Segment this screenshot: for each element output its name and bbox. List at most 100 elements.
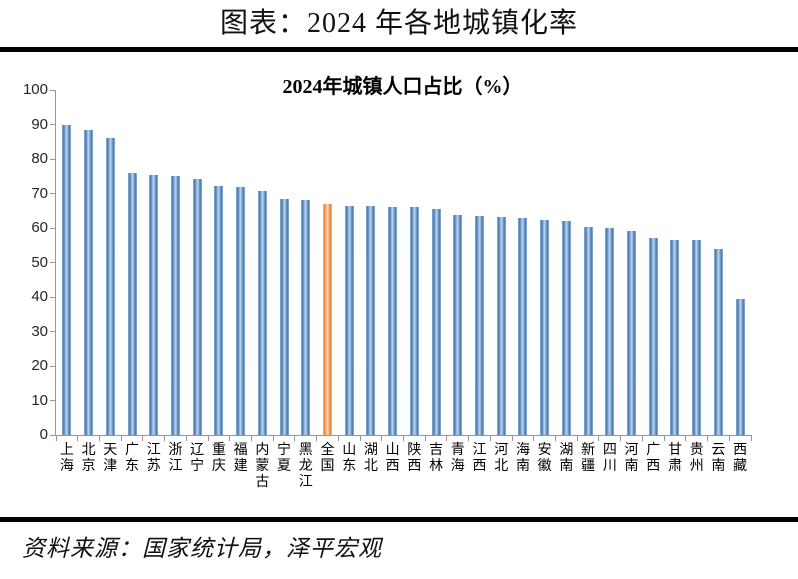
y-axis-tick-label: 10 [31, 391, 48, 409]
x-axis-tick [359, 435, 361, 441]
y-axis-tick [50, 193, 56, 194]
bar [475, 216, 485, 435]
x-axis-tick [381, 435, 383, 441]
x-axis-label: 湖 北 [363, 443, 378, 474]
x-axis-label: 江 苏 [146, 443, 161, 474]
y-axis-tick [50, 331, 56, 332]
y-axis-tick-label: 30 [31, 322, 48, 340]
bar [127, 172, 137, 435]
x-axis-label: 湖 南 [559, 443, 574, 474]
x-axis-tick [555, 435, 557, 441]
bar [170, 175, 180, 435]
x-axis-tick [446, 435, 448, 441]
x-axis-tick [533, 435, 535, 441]
bar-national-highlight [322, 203, 332, 435]
x-axis-tick [641, 435, 643, 441]
page-title: 图表：2024 年各地城镇化率 [219, 8, 578, 39]
x-axis-label: 重 庆 [211, 443, 226, 474]
x-axis-label: 云 南 [711, 443, 726, 474]
x-axis-label: 青 海 [450, 443, 465, 474]
x-axis-tick [707, 435, 709, 441]
x-axis-label: 内 蒙 古 [255, 443, 270, 490]
x-axis-label: 宁 夏 [277, 443, 292, 474]
bar [735, 299, 745, 435]
x-axis-label: 海 南 [515, 443, 530, 474]
y-axis-tick [50, 89, 56, 91]
y-axis-tick-label: 20 [31, 357, 48, 374]
y-axis-tick [50, 158, 56, 160]
bar [540, 219, 550, 435]
y-axis-tick-label: 40 [31, 288, 48, 305]
x-axis-tick [750, 435, 752, 441]
y-axis-tick-label: 50 [31, 253, 48, 271]
chart-title: 2024年城镇人口占比（%） [282, 76, 523, 98]
x-axis-tick [229, 435, 231, 441]
y-axis-tick [50, 434, 56, 436]
plot-area: 0 10 20 30 40 50 60 70 80 90 100 上 海北 京天 津广 东江 苏浙 江… [23, 81, 752, 490]
x-axis-label: 黑 龙 江 [298, 443, 313, 490]
x-axis-tick [98, 435, 100, 441]
bar [605, 228, 615, 435]
x-axis-label: 全 国 [320, 443, 335, 474]
x-axis-label: 福 建 [233, 443, 248, 474]
bar [388, 206, 398, 435]
x-axis-tick [250, 435, 252, 441]
x-axis-label: 北 京 [81, 443, 96, 474]
x-axis-tick [468, 435, 470, 441]
source-note: 资料来源：国家统计局，泽平宏观 [22, 536, 382, 561]
bar [62, 124, 72, 435]
x-axis-tick [489, 435, 491, 441]
x-axis-label: 河 北 [494, 443, 509, 474]
x-axis-tick [576, 435, 578, 441]
x-axis-label: 安 徽 [537, 443, 552, 474]
x-axis-tick [511, 435, 513, 441]
x-axis-tick [77, 435, 79, 441]
y-axis-tick-label: 0 [39, 426, 48, 443]
urbanization-bar-chart: 2024年城镇人口占比（%） 0 10 20 30 40 50 60 70 80 90 100 上 海… [0, 58, 798, 513]
x-axis-tick [403, 435, 404, 441]
x-axis-label: 广 东 [125, 443, 140, 474]
x-axis-label: 山 东 [342, 443, 357, 474]
x-axis-label: 甘 肃 [667, 443, 682, 474]
y-axis-tick-label: 60 [31, 219, 48, 236]
bar [670, 239, 680, 435]
y-axis-tick-label: 70 [31, 184, 48, 202]
x-axis-label: 辽 宁 [190, 443, 205, 474]
x-axis-tick [294, 435, 296, 441]
bar [692, 240, 702, 435]
y-axis-tick [50, 296, 56, 298]
x-axis-tick [120, 435, 122, 441]
y-axis-tick [50, 124, 56, 125]
x-axis-tick [207, 435, 209, 441]
x-axis-tick [142, 435, 144, 441]
x-axis-tick [620, 435, 622, 441]
bar [105, 137, 115, 435]
x-axis-label: 新 疆 [581, 443, 596, 474]
bar [84, 130, 94, 435]
bar [518, 218, 528, 435]
y-axis-tick [50, 227, 56, 229]
bar [214, 185, 224, 435]
x-axis-tick [316, 435, 318, 441]
bar [713, 249, 723, 435]
bar [648, 237, 658, 435]
bar [236, 187, 246, 435]
x-axis-tick [728, 435, 730, 441]
y-axis-tick-label: 80 [31, 150, 48, 167]
bar [409, 207, 419, 435]
bar [561, 221, 571, 435]
bar [583, 227, 593, 435]
bar [301, 200, 311, 435]
bar [279, 199, 289, 435]
bar [149, 174, 159, 435]
x-axis-label: 江 西 [472, 443, 487, 474]
x-axis-label: 上 海 [59, 443, 74, 474]
x-axis-label: 天 津 [103, 443, 118, 474]
x-axis-tick [185, 435, 187, 441]
y-axis-tick [50, 262, 56, 263]
bar [453, 215, 463, 435]
x-axis-tick [598, 435, 600, 441]
x-axis-label: 广 西 [646, 443, 661, 474]
x-axis-tick [337, 435, 339, 441]
